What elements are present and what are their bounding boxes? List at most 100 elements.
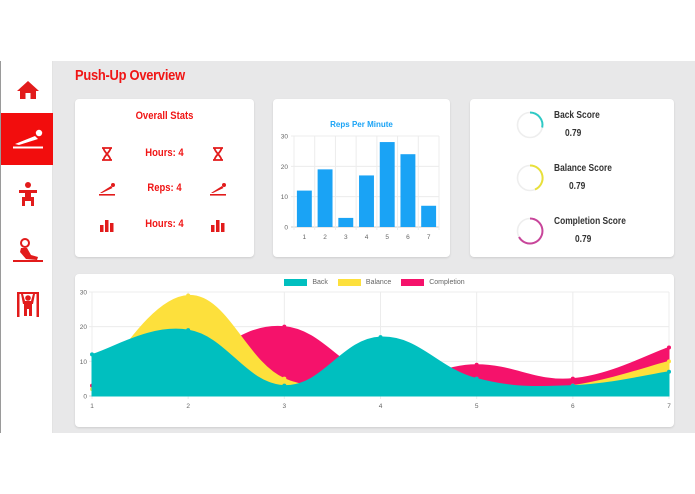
pull-up-icon	[16, 292, 39, 317]
stat-row-hours-2: Hours: 4	[75, 215, 254, 235]
completion-score-ring	[516, 217, 544, 245]
stat-row-reps: Reps: 4	[75, 179, 254, 199]
data-point[interactable]	[186, 293, 191, 298]
score-trend-chart: 0 10 20 30 1 2 3 4 5 6 7	[80, 290, 671, 411]
push-up-incline-icon	[98, 181, 116, 197]
svg-text:10: 10	[80, 359, 88, 366]
hourglass-icon	[98, 146, 116, 162]
chart-legend: Back Balance Completion	[75, 279, 674, 286]
sidebar-item-pull-up[interactable]	[1, 278, 54, 330]
overall-stats-card: Overall Stats Hours: 4 Reps: 4	[75, 99, 254, 257]
completion-score-label: Completion Score	[554, 216, 626, 227]
score-trend-card: Back Balance Completion 0 10 20 30 1 2 3 4 5 6 7	[75, 274, 674, 427]
sidebar-item-home[interactable]	[1, 64, 54, 116]
legend-swatch-back	[284, 279, 308, 286]
data-point[interactable]	[570, 383, 575, 388]
data-point[interactable]	[474, 376, 479, 381]
balance-score-ring	[516, 164, 544, 192]
balance-score-label: Balance Score	[554, 163, 612, 174]
area-series-back	[91, 328, 670, 397]
bar-chart-title: Reps Per Minute	[330, 120, 393, 129]
legend-item-completion[interactable]: Completion	[401, 279, 465, 286]
bar-3[interactable]	[338, 217, 354, 227]
svg-text:2: 2	[323, 234, 327, 241]
squat-icon	[18, 182, 37, 206]
bar-2[interactable]	[317, 169, 333, 227]
back-score-value: 0.79	[565, 128, 582, 139]
stat-row-hours: Hours: 4	[75, 144, 254, 164]
push-up-icon	[12, 129, 43, 149]
data-point[interactable]	[282, 324, 287, 329]
sidebar	[0, 61, 54, 433]
score-completion: Completion Score 0.79	[470, 216, 674, 256]
legend-item-balance[interactable]: Balance	[337, 279, 392, 286]
legend-label-back: Back	[312, 279, 328, 286]
legend-label-completion: Completion	[429, 279, 465, 286]
svg-text:7: 7	[667, 403, 671, 410]
svg-text:4: 4	[379, 403, 383, 410]
completion-score-value: 0.79	[575, 234, 592, 245]
sidebar-item-squat[interactable]	[1, 168, 54, 220]
back-score-ring	[516, 111, 544, 139]
stat-hours-label: Hours: 4	[145, 147, 184, 159]
score-balance: Balance Score 0.79	[470, 163, 674, 203]
stat-reps-label: Reps: 4	[147, 182, 182, 194]
bar-chart-icon	[98, 217, 116, 233]
balance-score-value: 0.79	[569, 181, 586, 192]
app-window: Push-Up Overview Overall Stats Hours: 4 …	[0, 61, 695, 433]
data-point[interactable]	[282, 383, 287, 388]
svg-text:0: 0	[284, 225, 288, 232]
bar-5[interactable]	[379, 142, 395, 227]
legend-swatch-balance	[337, 279, 361, 286]
legend-swatch-completion	[401, 279, 425, 286]
data-point[interactable]	[378, 335, 383, 340]
reps-per-minute-card: Reps Per Minute 0 10 20 30 1 2 3 4 5 6 7	[273, 99, 450, 257]
sidebar-item-push-up[interactable]	[1, 113, 54, 165]
svg-text:5: 5	[475, 403, 479, 410]
legend-label-balance: Balance	[365, 279, 392, 286]
stat-hours-2-label: Hours: 4	[145, 218, 184, 230]
bar-chart-icon	[209, 217, 227, 233]
data-point[interactable]	[667, 359, 671, 364]
svg-text:3: 3	[344, 234, 348, 241]
hourglass-icon	[209, 146, 227, 162]
svg-text:3: 3	[283, 403, 287, 410]
svg-text:1: 1	[90, 403, 94, 410]
sit-up-icon	[12, 238, 43, 262]
data-point[interactable]	[90, 352, 94, 357]
svg-text:20: 20	[80, 324, 88, 331]
reps-per-minute-chart: 0 10 20 30 1 2 3 4 5 6 7	[281, 134, 440, 241]
page-title: Push-Up Overview	[75, 67, 185, 84]
svg-text:0: 0	[83, 394, 87, 401]
data-point[interactable]	[667, 369, 671, 374]
svg-text:30: 30	[281, 134, 289, 141]
main-content: Push-Up Overview Overall Stats Hours: 4 …	[53, 61, 695, 433]
data-point[interactable]	[667, 345, 671, 350]
data-point[interactable]	[474, 362, 479, 367]
bar-7[interactable]	[421, 205, 437, 227]
svg-text:7: 7	[427, 234, 431, 241]
data-point[interactable]	[282, 376, 287, 381]
svg-text:2: 2	[186, 403, 190, 410]
home-icon	[16, 81, 39, 99]
push-up-incline-icon	[209, 181, 227, 197]
legend-item-back[interactable]: Back	[284, 279, 328, 286]
score-back: Back Score 0.79	[470, 110, 674, 150]
svg-text:1: 1	[303, 234, 307, 241]
bar-4[interactable]	[359, 175, 374, 227]
svg-text:4: 4	[365, 234, 369, 241]
svg-text:5: 5	[385, 234, 389, 241]
svg-text:6: 6	[571, 403, 575, 410]
scores-card: Back Score 0.79 Balance Score 0.79 Compl…	[470, 99, 674, 257]
data-point[interactable]	[186, 328, 191, 333]
back-score-label: Back Score	[554, 110, 600, 121]
data-point[interactable]	[570, 376, 575, 381]
svg-text:30: 30	[80, 290, 88, 297]
overall-stats-title: Overall Stats	[135, 110, 194, 122]
svg-text:20: 20	[281, 164, 289, 171]
svg-text:10: 10	[281, 194, 289, 201]
bar-1[interactable]	[296, 190, 312, 227]
svg-text:6: 6	[406, 234, 410, 241]
bar-6[interactable]	[400, 154, 416, 227]
sidebar-item-sit-up[interactable]	[1, 224, 54, 276]
